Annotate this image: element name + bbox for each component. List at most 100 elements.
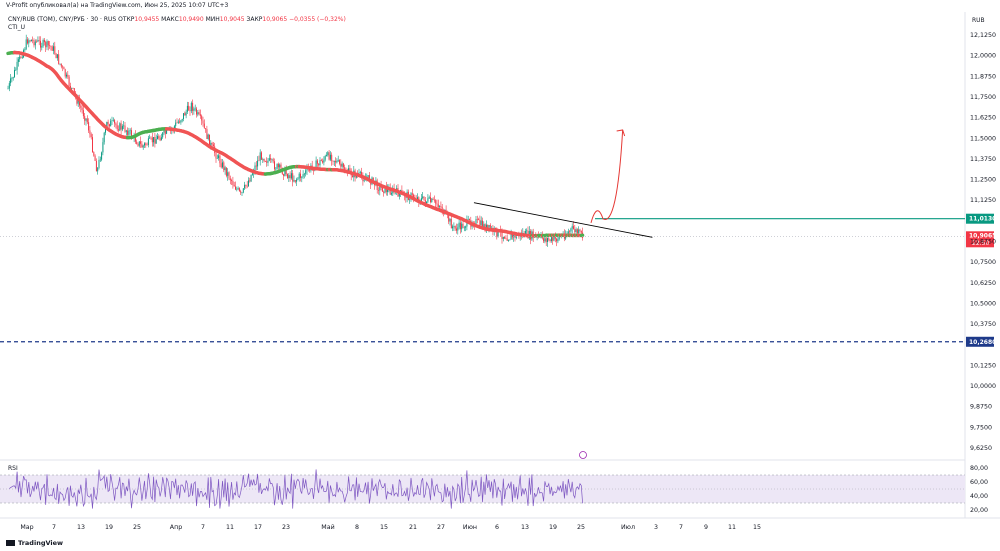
candle-body bbox=[309, 169, 311, 171]
trendline bbox=[473, 202, 653, 238]
candle-body bbox=[544, 238, 546, 242]
candle-body bbox=[251, 173, 253, 175]
candle-body bbox=[567, 231, 569, 234]
low-label: МИН bbox=[205, 16, 220, 23]
candle-body bbox=[99, 159, 101, 161]
time-tick-label: 9 bbox=[704, 524, 708, 531]
price-tick-label: 9,8750 bbox=[970, 404, 992, 411]
candle-body bbox=[248, 180, 249, 187]
price-axis: 12,1250 12,0000 11,8750 11,7500 11,6250 11,50… bbox=[970, 32, 996, 452]
candle-body bbox=[21, 57, 23, 58]
candle-body bbox=[284, 168, 286, 176]
candle-body bbox=[197, 112, 199, 115]
candle-body bbox=[224, 167, 226, 171]
candle-body bbox=[237, 188, 239, 189]
candle-body bbox=[233, 184, 235, 187]
candle-body bbox=[59, 63, 61, 65]
candle-body bbox=[56, 54, 58, 59]
candle-body bbox=[262, 159, 264, 160]
candle-body bbox=[497, 230, 499, 237]
candle-body bbox=[311, 165, 313, 168]
price-tick-label: 10,8750 bbox=[970, 239, 996, 246]
candle-body bbox=[431, 198, 433, 203]
candle-body bbox=[192, 102, 194, 111]
candle-body bbox=[29, 40, 31, 42]
symbol-name[interactable]: CNY/RUB (TOM), CNY/РУБ · 30 · RUS bbox=[8, 16, 117, 23]
candle-body bbox=[134, 134, 136, 142]
time-tick-label: 7 bbox=[679, 524, 683, 531]
candle-body bbox=[212, 144, 214, 147]
time-tick-label: 25 bbox=[133, 524, 141, 531]
candle-body bbox=[46, 41, 48, 48]
candle-body bbox=[12, 77, 14, 79]
candle-body bbox=[189, 110, 191, 112]
candle-body bbox=[328, 152, 330, 160]
time-tick-label: Апр bbox=[170, 524, 182, 531]
candle-body bbox=[554, 236, 556, 239]
time-tick-label: 15 bbox=[753, 524, 761, 531]
candle-body bbox=[578, 229, 580, 234]
candle-body bbox=[296, 179, 298, 182]
candle-body bbox=[556, 238, 558, 242]
candle-body bbox=[574, 228, 576, 233]
candle-body bbox=[573, 226, 574, 229]
candle-body bbox=[15, 69, 17, 71]
candle-body bbox=[121, 126, 123, 130]
candle-body bbox=[381, 187, 383, 192]
brand-text: TradingView bbox=[18, 539, 64, 547]
candle-body bbox=[114, 120, 116, 124]
time-tick-label: 6 bbox=[495, 524, 499, 531]
candle-body bbox=[138, 141, 140, 146]
candle-body bbox=[219, 155, 221, 164]
candle-body bbox=[158, 136, 160, 139]
candle-body bbox=[411, 193, 413, 195]
candle-body bbox=[86, 118, 88, 123]
candle-body bbox=[184, 113, 186, 116]
indicator-label[interactable]: CTI_U bbox=[8, 24, 26, 31]
candle-body bbox=[241, 192, 243, 194]
candle-body bbox=[159, 138, 161, 141]
candle-body bbox=[367, 175, 369, 179]
candle-body bbox=[223, 162, 225, 171]
candle-body bbox=[185, 111, 187, 116]
price-tick-label: 12,0000 bbox=[970, 53, 996, 60]
price-tick-label: 11,8750 bbox=[970, 73, 996, 80]
candle-body bbox=[319, 160, 321, 166]
candle-body bbox=[433, 199, 435, 201]
candle-body bbox=[24, 48, 26, 51]
candle-body bbox=[303, 173, 305, 175]
candle-body bbox=[261, 152, 262, 160]
candles-group bbox=[7, 34, 584, 247]
price-tick-label: 10,0000 bbox=[970, 383, 996, 390]
candle-body bbox=[124, 125, 126, 132]
candle-body bbox=[211, 142, 213, 145]
candle-body bbox=[198, 112, 200, 115]
candle-body bbox=[227, 172, 229, 176]
candle-body bbox=[441, 206, 443, 212]
price-tick-label: 10,1250 bbox=[970, 362, 996, 369]
candle-body bbox=[142, 145, 144, 148]
candle-body bbox=[511, 234, 513, 238]
publisher-line: V-Profit опубликовал(а) на TradingView.c… bbox=[6, 2, 229, 9]
candle-body bbox=[118, 129, 119, 131]
candle-body bbox=[123, 125, 125, 127]
candle-body bbox=[173, 126, 175, 130]
candle-body bbox=[129, 130, 131, 131]
candle-body bbox=[94, 155, 96, 161]
candle-body bbox=[501, 232, 503, 239]
support-badge-label: 10,2680 bbox=[969, 339, 996, 346]
candle-body bbox=[127, 130, 129, 135]
candle-body bbox=[268, 158, 270, 161]
rsi-label[interactable]: RSI bbox=[8, 465, 18, 472]
candle-body bbox=[164, 130, 166, 134]
projection-arrowhead bbox=[616, 129, 626, 137]
rsi-tick-label: 40,00 bbox=[970, 493, 988, 500]
price-tick-label: 11,1250 bbox=[970, 197, 996, 204]
candle-body bbox=[147, 138, 149, 146]
candle-body bbox=[302, 174, 304, 177]
candle-body bbox=[384, 185, 386, 193]
candle-body bbox=[82, 110, 84, 117]
candle-body bbox=[359, 172, 361, 173]
candle-body bbox=[246, 185, 248, 187]
